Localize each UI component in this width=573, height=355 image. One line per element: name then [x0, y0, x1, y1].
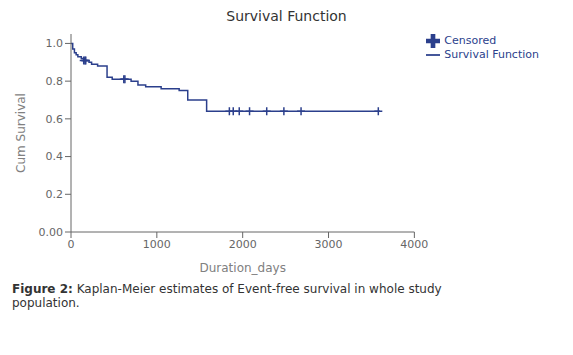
svg-text:0.00: 0.00 — [39, 226, 64, 239]
svg-text:0.4: 0.4 — [46, 150, 64, 163]
svg-text:Cum Survival: Cum Survival — [14, 93, 28, 173]
svg-text:0: 0 — [68, 238, 75, 251]
svg-text:0.6: 0.6 — [46, 113, 64, 126]
html-text:Censored: Censored — [444, 34, 497, 47]
svg-text:2000: 2000 — [229, 238, 257, 251]
html-text:Survival Function: Survival Function — [226, 8, 347, 24]
svg-text:0.8: 0.8 — [46, 75, 64, 88]
svg-text:1.0: 1.0 — [46, 37, 64, 50]
svg-text:1000: 1000 — [143, 238, 171, 251]
html-text:Survival Function: Survival Function — [444, 48, 539, 61]
svg-text:Duration_days: Duration_days — [199, 261, 285, 275]
svg-text:0.2: 0.2 — [46, 188, 64, 201]
svg-text:3000: 3000 — [315, 238, 343, 251]
html-text:Figure 2: Kaplan-Meier estimat: Figure 2: Kaplan-Meier estimates of Even… — [12, 282, 442, 310]
svg-text:4000: 4000 — [400, 238, 428, 251]
